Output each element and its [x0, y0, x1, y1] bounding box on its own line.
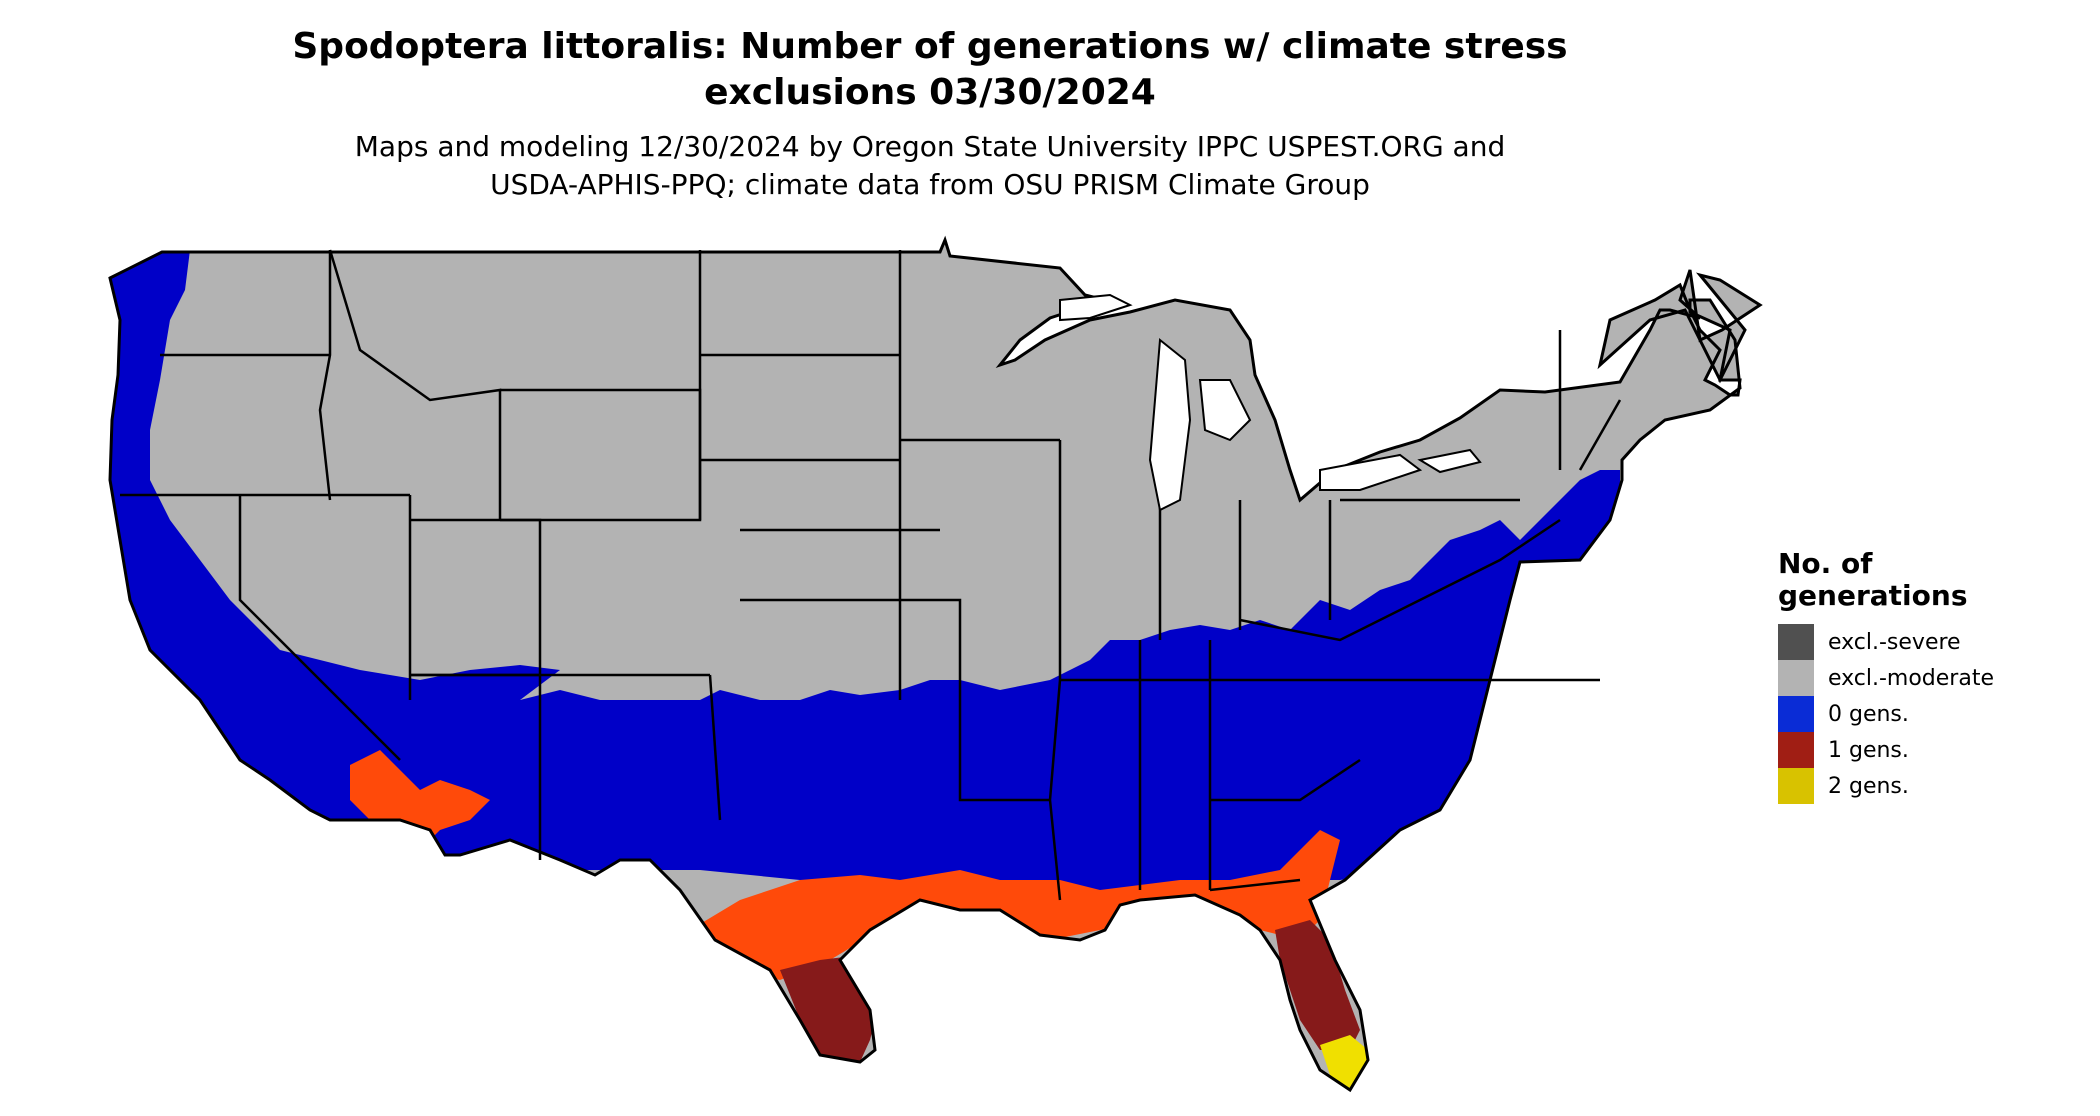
- legend-swatch: [1778, 696, 1814, 732]
- legend-label: 1 gens.: [1828, 737, 1909, 763]
- state-border: [238, 495, 401, 761]
- map-title-line-2: exclusions 03/30/2024: [704, 72, 1156, 113]
- map-title-line-1: Spodoptera littoralis: Number of generat…: [292, 26, 1568, 67]
- legend-item: excl.-severe: [1778, 624, 1994, 660]
- legend-label: excl.-severe: [1828, 629, 1961, 655]
- state-border: [1210, 758, 1361, 802]
- legend-item: 1 gens.: [1778, 732, 1994, 768]
- legend-item: 2 gens.: [1778, 768, 1994, 804]
- map-subtitle: Maps and modeling 12/30/2024 by Oregon S…: [0, 128, 1860, 204]
- state-border: [1239, 518, 1561, 642]
- map-subtitle-line-1: Maps and modeling 12/30/2024 by Oregon S…: [354, 130, 1506, 163]
- great-lake: [1148, 338, 1192, 512]
- legend-item: excl.-moderate: [1778, 660, 1994, 696]
- great-lake: [1417, 448, 1482, 474]
- us-landmass: [110, 240, 1760, 1090]
- us-outline: [108, 235, 1763, 1093]
- state-border: [1209, 878, 1301, 892]
- state-border: [318, 250, 332, 501]
- legend-label: 2 gens.: [1828, 773, 1909, 799]
- state-border: [708, 674, 722, 821]
- legend-swatch: [1778, 660, 1814, 696]
- zone-zero-gens-west: [110, 250, 560, 800]
- map-subtitle-line-2: USDA-APHIS-PPQ; climate data from OSU PR…: [490, 168, 1370, 201]
- state-border: [1048, 799, 1062, 901]
- legend-label: 0 gens.: [1828, 701, 1909, 727]
- legend: No. of generations excl.-severe excl.-mod…: [1778, 548, 1994, 804]
- zone-zero-gens-south: [280, 470, 1620, 900]
- climate-zones: [110, 250, 1620, 1090]
- state-border: [958, 680, 1050, 802]
- zone-one-gen-dark-florida: [1275, 920, 1360, 1050]
- great-lake: [1198, 379, 1252, 442]
- legend-title-line-1: No. of: [1778, 547, 1873, 580]
- state-border: [1578, 399, 1622, 471]
- great-lake: [1059, 293, 1133, 322]
- legend-label: excl.-moderate: [1828, 665, 1994, 691]
- state-border: [740, 598, 962, 680]
- legend-swatch: [1778, 732, 1814, 768]
- legend-item: 0 gens.: [1778, 696, 1994, 732]
- legend-title-line-2: generations: [1778, 579, 1968, 612]
- legend-title: No. of generations: [1778, 548, 1994, 612]
- state-border: [328, 249, 502, 520]
- legend-items: excl.-severe excl.-moderate 0 gens. 1 gens.…: [1778, 624, 1994, 804]
- map-title: Spodoptera littoralis: Number of generat…: [0, 24, 1860, 116]
- legend-swatch: [1778, 768, 1814, 804]
- legend-swatch: [1778, 624, 1814, 660]
- zone-one-gen-gulf: [690, 830, 1340, 980]
- great-lake: [1319, 453, 1423, 491]
